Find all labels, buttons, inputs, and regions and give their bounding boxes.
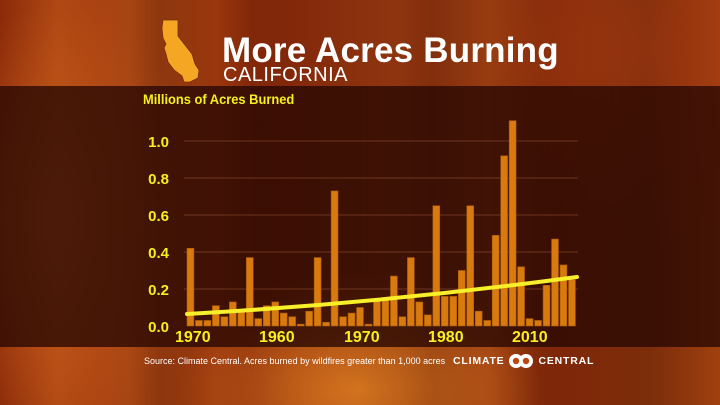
bar	[203, 320, 212, 327]
source-note: Source: Climate Central. Acres burned by…	[144, 356, 446, 366]
bar	[466, 205, 474, 327]
bar	[195, 320, 203, 327]
bar	[263, 305, 271, 327]
bar	[474, 310, 483, 327]
bar	[500, 155, 508, 327]
bar	[559, 264, 568, 327]
bars	[186, 120, 576, 327]
bar	[279, 312, 288, 327]
bar	[441, 296, 449, 327]
bar	[322, 321, 330, 327]
bar	[381, 299, 390, 327]
bar	[288, 316, 296, 327]
y-tick-label: 1.0	[148, 134, 169, 151]
y-axis-title: Millions of Acres Burned	[143, 91, 295, 107]
chart-band	[0, 86, 720, 347]
x-tick-label: 1970	[175, 329, 211, 346]
bar	[364, 323, 373, 327]
trend-line	[185, 274, 579, 316]
bar	[407, 257, 415, 327]
bar	[415, 301, 424, 327]
x-tick-label: 1960	[259, 329, 295, 346]
bar	[568, 279, 576, 327]
bar	[534, 320, 542, 327]
bar	[305, 310, 313, 327]
y-tick-label: 0.2	[148, 282, 169, 299]
bar	[347, 312, 356, 327]
page-subtitle: CALIFORNIA	[223, 64, 349, 86]
page-title: More Acres Burning	[222, 31, 559, 70]
x-tick-label: 1980	[428, 329, 464, 346]
bar	[432, 205, 441, 327]
y-axis-ticks: 0.0 0.2 0.4 0.6 0.8 1.0	[148, 134, 170, 336]
x-axis-ticks: 1970 1960 1970 1980 2010	[175, 329, 548, 346]
california-shape-icon	[161, 19, 200, 83]
bar	[390, 275, 398, 327]
bar	[424, 314, 432, 327]
bar	[483, 320, 491, 327]
climate-central-rings-icon	[509, 354, 534, 368]
bar	[271, 301, 279, 327]
y-tick-label: 0.8	[148, 171, 169, 188]
bar	[313, 257, 322, 327]
logo-text-left: CLIMATE	[453, 355, 505, 367]
y-tick-label: 0.6	[148, 208, 169, 225]
y-tick-label: 0.0	[148, 319, 169, 336]
bar	[551, 238, 559, 327]
bar	[220, 316, 229, 327]
bar	[508, 120, 517, 327]
bar	[542, 284, 551, 327]
logo-text-right: CENTRAL	[538, 355, 595, 367]
bar	[458, 270, 466, 327]
bar	[254, 318, 263, 327]
bar	[330, 190, 339, 327]
bar	[525, 318, 534, 327]
bar	[517, 266, 525, 327]
x-tick-label: 2010	[512, 329, 548, 346]
bar	[449, 296, 458, 327]
bar	[246, 257, 254, 327]
bar	[186, 248, 195, 327]
bar	[373, 299, 381, 327]
bar	[212, 305, 220, 327]
bar	[296, 323, 305, 327]
bar	[398, 316, 407, 327]
climate-central-logo: CLIMATE CENTRAL	[453, 352, 594, 370]
y-tick-label: 0.4	[148, 245, 170, 262]
bar	[491, 235, 500, 327]
bar	[339, 316, 347, 327]
bar	[356, 307, 364, 327]
bar	[229, 301, 237, 327]
x-tick-label: 1970	[344, 329, 380, 346]
